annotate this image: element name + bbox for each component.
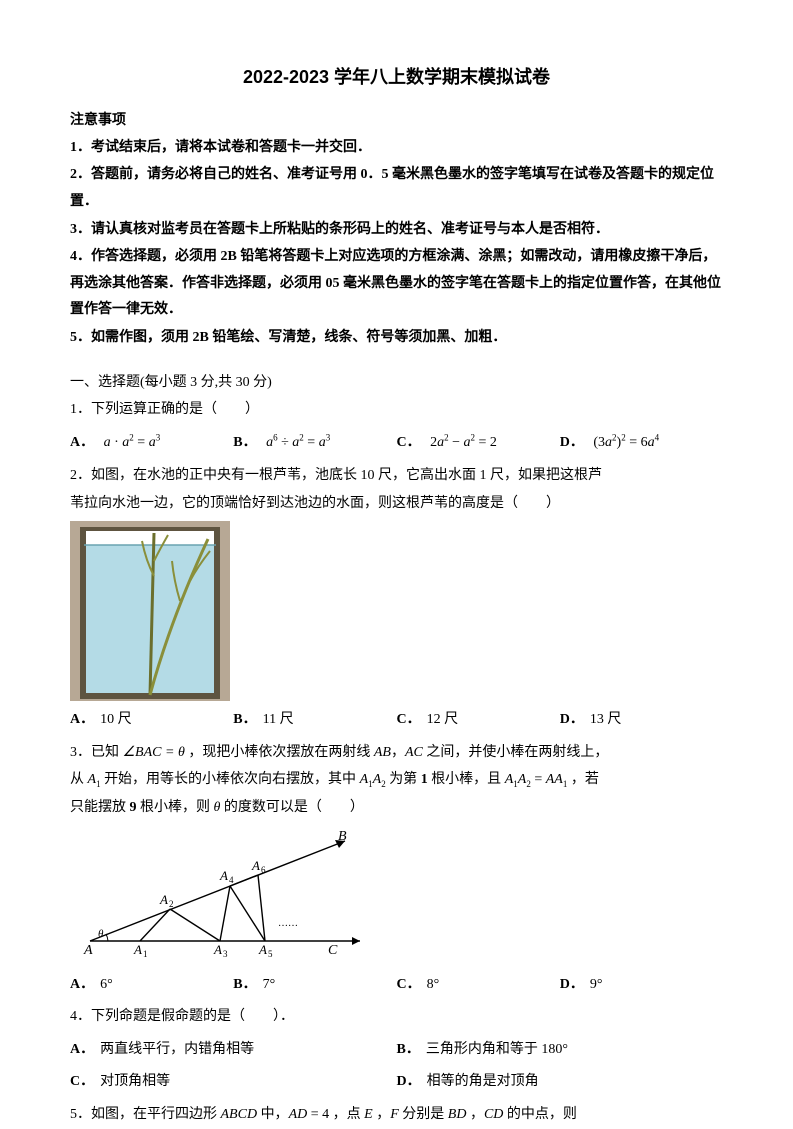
q3-figure: A A1 A3 A5 C A2 A4 A6 B θ …… bbox=[70, 826, 370, 966]
notice-head: 注意事项 bbox=[70, 108, 723, 135]
q2-opt-a: A．10 尺 bbox=[70, 707, 233, 734]
q3-opt-a: A．6° bbox=[70, 972, 233, 999]
svg-text:4: 4 bbox=[229, 875, 234, 885]
opt-label: A． bbox=[70, 435, 94, 450]
q3-line2: 从 A1 开始，用等长的小棒依次向右摆放，其中 A1A2 为第 1 根小棒，且 … bbox=[70, 767, 723, 794]
svg-text:C: C bbox=[328, 943, 338, 958]
q3-svg: A A1 A3 A5 C A2 A4 A6 B θ …… bbox=[70, 826, 370, 966]
svg-text:6: 6 bbox=[261, 865, 266, 875]
svg-text:A: A bbox=[159, 892, 168, 907]
q4-opt-b: B．三角形内角和等于 180° bbox=[397, 1037, 724, 1064]
svg-text:2: 2 bbox=[169, 899, 174, 909]
q4-opt-c: C．对顶角相等 bbox=[70, 1069, 397, 1096]
q3-opt-d: D．9° bbox=[560, 972, 723, 999]
notice-5: 5．如需作图，须用 2B 铅笔绘、写清楚，线条、符号等须加黑、加粗． bbox=[70, 325, 723, 352]
q1-opt-d: D． (3a2)2 = 6a4 bbox=[560, 430, 723, 457]
svg-text:……: …… bbox=[278, 918, 298, 929]
q3-opt-c: C．8° bbox=[397, 972, 560, 999]
q4-options-row1: A．两直线平行，内错角相等 B．三角形内角和等于 180° bbox=[70, 1037, 723, 1064]
q2-c-text: 12 尺 bbox=[427, 712, 459, 727]
notice-2: 2．答题前，请务必将自己的姓名、准考证号用 0．5 毫米黑色墨水的签字笔填写在试… bbox=[70, 162, 723, 215]
q3-opt-b: B．7° bbox=[233, 972, 396, 999]
svg-text:B: B bbox=[338, 829, 347, 844]
q3-options: A．6° B．7° C．8° D．9° bbox=[70, 972, 723, 999]
q3-line1: 3．已知 ∠BAC = θ ，现把小棒依次摆放在两射线 AB，AC 之间，并使小… bbox=[70, 740, 723, 767]
q4-stem: 4．下列命题是假命题的是（ ）． bbox=[70, 1004, 723, 1031]
q3-d-text: 9° bbox=[590, 977, 603, 992]
q1-stem: 1．下列运算正确的是（ ） bbox=[70, 397, 723, 424]
q4-opt-a: A．两直线平行，内错角相等 bbox=[70, 1037, 397, 1064]
svg-text:A: A bbox=[258, 942, 267, 957]
q1-math-b: a6 ÷ a2 = a3 bbox=[266, 435, 330, 450]
q3-b-text: 7° bbox=[263, 977, 276, 992]
notice-4: 4．作答选择题，必须用 2B 铅笔将答题卡上对应选项的方框涂满、涂黑；如需改动，… bbox=[70, 244, 723, 324]
q2-b-text: 11 尺 bbox=[263, 712, 294, 727]
q2-opt-d: D．13 尺 bbox=[560, 707, 723, 734]
svg-text:A: A bbox=[213, 942, 222, 957]
q4-c-text: 对顶角相等 bbox=[100, 1074, 170, 1089]
q4-a-text: 两直线平行，内错角相等 bbox=[100, 1042, 254, 1057]
opt-label: C． bbox=[397, 435, 421, 450]
opt-label: D． bbox=[560, 435, 584, 450]
svg-text:A: A bbox=[251, 858, 260, 873]
svg-text:5: 5 bbox=[268, 949, 273, 959]
notice-1: 1．考试结束后，请将本试卷和答题卡一并交回． bbox=[70, 135, 723, 162]
q2-opt-c: C．12 尺 bbox=[397, 707, 560, 734]
q4-d-text: 相等的角是对顶角 bbox=[427, 1074, 539, 1089]
q2-opt-b: B．11 尺 bbox=[233, 707, 396, 734]
page-title: 2022-2023 学年八上数学期末模拟试卷 bbox=[70, 60, 723, 94]
svg-text:A: A bbox=[219, 868, 228, 883]
svg-text:1: 1 bbox=[143, 949, 148, 959]
q3-c-text: 8° bbox=[427, 977, 440, 992]
q4-b-text: 三角形内角和等于 180° bbox=[426, 1042, 568, 1057]
notice-3: 3．请认真核对监考员在答题卡上所粘贴的条形码上的姓名、准考证号与本人是否相符． bbox=[70, 217, 723, 244]
q4-options-row2: C．对顶角相等 D．相等的角是对顶角 bbox=[70, 1069, 723, 1096]
q4-opt-d: D．相等的角是对顶角 bbox=[397, 1069, 724, 1096]
opt-label: B． bbox=[233, 435, 256, 450]
q2-d-text: 13 尺 bbox=[590, 712, 622, 727]
q1-opt-a: A． a · a2 = a3 bbox=[70, 430, 233, 457]
q2-line2: 苇拉向水池一边，它的顶端恰好到达池边的水面，则这根芦苇的高度是（ ） bbox=[70, 491, 723, 518]
q1-math-c: 2a2 − a2 = 2 bbox=[430, 435, 497, 450]
q1-opt-c: C． 2a2 − a2 = 2 bbox=[397, 430, 560, 457]
svg-text:A: A bbox=[83, 943, 93, 958]
reed-svg bbox=[70, 521, 230, 701]
q1-opt-b: B． a6 ÷ a2 = a3 bbox=[233, 430, 396, 457]
svg-text:θ: θ bbox=[98, 928, 104, 940]
q2-options: A．10 尺 B．11 尺 C．12 尺 D．13 尺 bbox=[70, 707, 723, 734]
q2-a-text: 10 尺 bbox=[100, 712, 132, 727]
q1-math-d: (3a2)2 = 6a4 bbox=[593, 435, 659, 450]
reed-figure bbox=[70, 521, 230, 701]
svg-text:3: 3 bbox=[223, 949, 228, 959]
q3-line3: 只能摆放 9 根小棒，则 θ 的度数可以是（ ） bbox=[70, 795, 723, 822]
q2-line1: 2．如图，在水池的正中央有一根芦苇，池底长 10 尺，它高出水面 1 尺，如果把… bbox=[70, 463, 723, 490]
svg-text:A: A bbox=[133, 942, 142, 957]
q1-math-a: a · a2 = a3 bbox=[104, 435, 161, 450]
q5-line1: 5．如图，在平行四边形 ABCD 中，AD = 4 ，点 E ，F 分别是 BD… bbox=[70, 1102, 723, 1129]
q1-options: A． a · a2 = a3 B． a6 ÷ a2 = a3 C． 2a2 − … bbox=[70, 430, 723, 457]
q3-a-text: 6° bbox=[100, 977, 113, 992]
mc-head: 一、选择题(每小题 3 分,共 30 分) bbox=[70, 370, 723, 397]
